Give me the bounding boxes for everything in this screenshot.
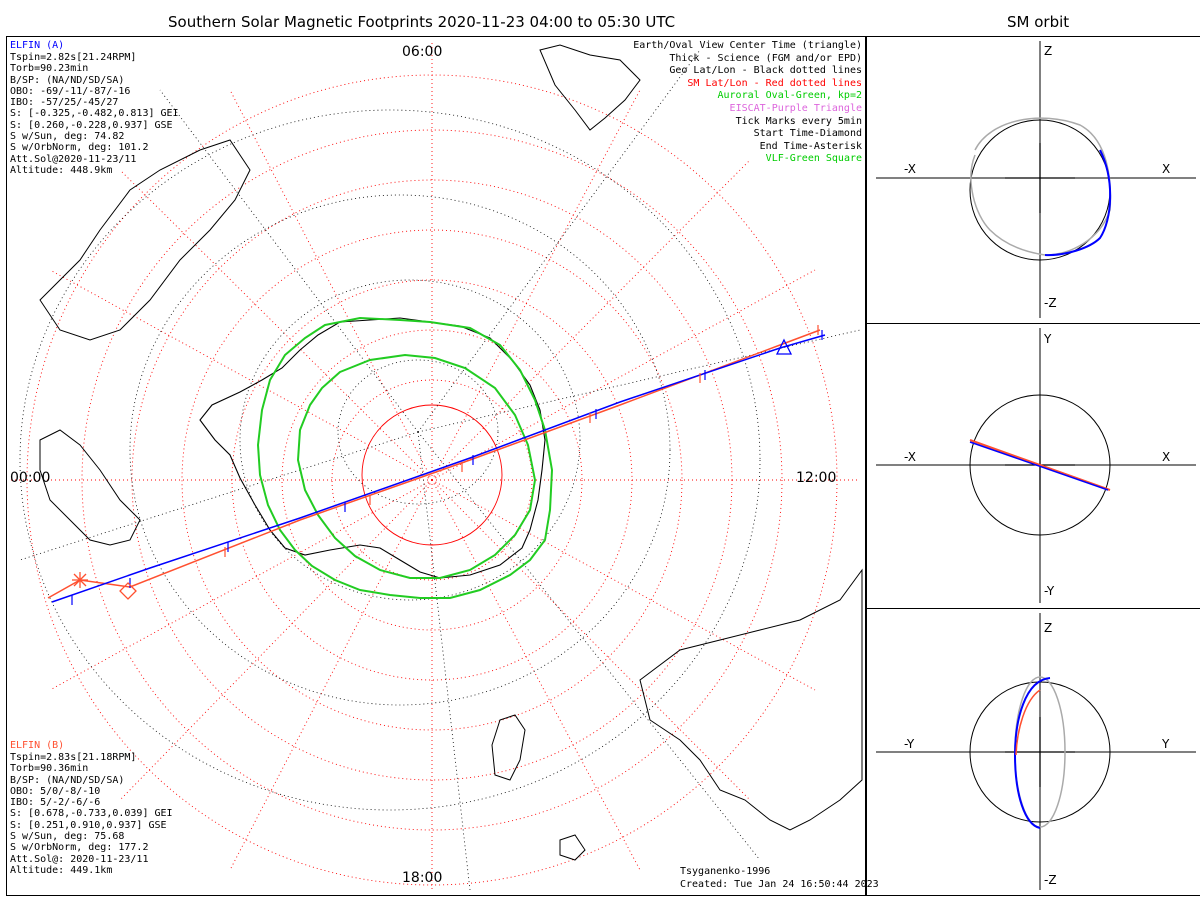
main-title: Southern Solar Magnetic Footprints 2020-… bbox=[168, 13, 676, 31]
elfin-b-track bbox=[47, 329, 821, 599]
legend-entry: Geo Lat/Lon - Black dotted lines bbox=[669, 65, 862, 77]
orbit3-top-label: Z bbox=[1044, 621, 1053, 635]
orbit2-bottom-label: -Y bbox=[1044, 584, 1055, 598]
island-madagascar bbox=[491, 714, 526, 781]
elfin-b-line: IBO: 5/-2/-6/-6 bbox=[10, 797, 101, 809]
legend-entry: Auroral Oval-Green, kp=2 bbox=[717, 90, 863, 102]
elfin-b-end-asterisk bbox=[72, 572, 88, 588]
island-north bbox=[539, 44, 641, 131]
orbit3-right-label: Y bbox=[1162, 737, 1170, 751]
model-label: Tsyganenko-1996 bbox=[680, 866, 771, 877]
elfin-a-line: Altitude: 448.9km bbox=[10, 164, 113, 176]
elfin-a-line: OBO: -69/-11/-87/-16 bbox=[10, 85, 131, 97]
elfin-a-line: S: [0.260,-0.228,0.937] GSE bbox=[10, 119, 173, 131]
elfin-b-line: S w/Sun, deg: 75.68 bbox=[10, 831, 125, 843]
legend-entry: End Time-Asterisk bbox=[759, 140, 862, 152]
south-america-coast bbox=[39, 429, 141, 546]
orbit2-right-label: X bbox=[1162, 450, 1171, 464]
orbit3-bottom-label: -Z bbox=[1044, 873, 1057, 887]
orbit-plot-yz bbox=[876, 613, 1196, 890]
orbit-title: SM orbit bbox=[1007, 13, 1070, 31]
elfin-b-start-diamond bbox=[119, 582, 137, 600]
elfin-a-info: Tspin=2.82s[21.24RPM] Torb=90.23min B/SP… bbox=[10, 52, 179, 176]
orbit1-right-label: X bbox=[1162, 162, 1171, 176]
elfin-a-line: Torb=90.23min bbox=[10, 63, 89, 75]
elfin-a-line: Att.Sol@2020-11-23/11 bbox=[10, 153, 137, 165]
elfin-a-line: S w/Sun, deg: 74.82 bbox=[10, 131, 125, 143]
elfin-a-line: B/SP: (NA/ND/SD/SA) bbox=[10, 74, 125, 86]
orbit3-left-label: -Y bbox=[904, 737, 915, 751]
elfin-a-line: S: [-0.325,-0.482,0.813] GEI bbox=[10, 108, 179, 120]
elfin-a-name: ELFIN (A) bbox=[10, 40, 65, 51]
sm-lon-lines bbox=[10, 40, 860, 890]
orbit1-top-label: Z bbox=[1044, 44, 1053, 58]
orbit1-bottom-label: -Z bbox=[1044, 296, 1057, 310]
elfin-b-ticks bbox=[224, 325, 819, 557]
legend: Earth/Oval View Center Time (triangle) T… bbox=[633, 40, 862, 166]
tasmania-coast bbox=[559, 834, 586, 861]
legend-entry: Start Time-Diamond bbox=[753, 128, 862, 140]
mlt-label-right: 12:00 bbox=[796, 470, 837, 486]
elfin-b-name: ELFIN (B) bbox=[10, 740, 65, 751]
elfin-b-line: OBO: 5/0/-8/-10 bbox=[10, 785, 101, 797]
africa-coast bbox=[39, 139, 251, 341]
orbit2-top-label: Y bbox=[1044, 332, 1052, 346]
elfin-a-line: IBO: -57/25/-45/27 bbox=[10, 97, 119, 109]
geo-grid bbox=[19, 49, 861, 891]
australia-coast bbox=[639, 568, 863, 831]
elfin-b-line: Torb=90.36min bbox=[10, 763, 89, 775]
mlt-label-top: 06:00 bbox=[402, 44, 443, 60]
mlt-label-bottom: 18:00 bbox=[402, 870, 443, 886]
elfin-b-line: S: [0.678,-0.733,0.039] GEI bbox=[10, 808, 173, 820]
elfin-a-ticks bbox=[71, 330, 823, 605]
created-label: Created: Tue Jan 24 16:50:44 2023 bbox=[680, 879, 879, 890]
legend-entry: EISCAT-Purple Triangle bbox=[729, 102, 862, 114]
elfin-b-line: S: [0.251,0.910,0.937] GSE bbox=[10, 819, 167, 831]
footprint-map-panel bbox=[6, 36, 866, 896]
elfin-a-line: S w/OrbNorm, deg: 101.2 bbox=[10, 142, 149, 154]
legend-entry: SM Lat/Lon - Red dotted lines bbox=[687, 77, 862, 89]
legend-entry: Earth/Oval View Center Time (triangle) bbox=[633, 40, 862, 51]
auroral-oval-inner bbox=[296, 353, 537, 579]
orbit-plot-xy bbox=[876, 328, 1196, 603]
mlt-label-left: 00:00 bbox=[10, 470, 51, 486]
orbit-panel-yz bbox=[866, 608, 1200, 896]
legend-entry: Thick - Science (FGM and/or EPD) bbox=[669, 52, 862, 64]
antarctica-coast bbox=[199, 317, 546, 579]
orbit-plot-xz bbox=[876, 41, 1196, 318]
orbit2-left-label: -X bbox=[904, 450, 916, 464]
elfin-b-line: Tspin=2.83s[21.18RPM] bbox=[10, 752, 137, 763]
elfin-b-line: Altitude: 449.1km bbox=[10, 864, 113, 876]
elfin-b-line: S w/OrbNorm, deg: 177.2 bbox=[10, 842, 149, 854]
elfin-a-line: Tspin=2.82s[21.24RPM] bbox=[10, 52, 137, 63]
elfin-b-info: Tspin=2.83s[21.18RPM] Torb=90.36min B/SP… bbox=[10, 752, 173, 876]
elfin-a-track bbox=[51, 334, 826, 603]
legend-entry: VLF-Green Square bbox=[765, 153, 862, 165]
elfin-b-line: Att.Sol@: 2020-11-23/11 bbox=[10, 853, 149, 865]
view-center-triangle bbox=[775, 338, 793, 355]
elfin-b-line: B/SP: (NA/ND/SD/SA) bbox=[10, 774, 125, 786]
orbit1-left-label: -X bbox=[904, 162, 916, 176]
legend-entry: Tick Marks every 5min bbox=[735, 115, 862, 127]
auroral-oval-outer bbox=[256, 316, 554, 599]
